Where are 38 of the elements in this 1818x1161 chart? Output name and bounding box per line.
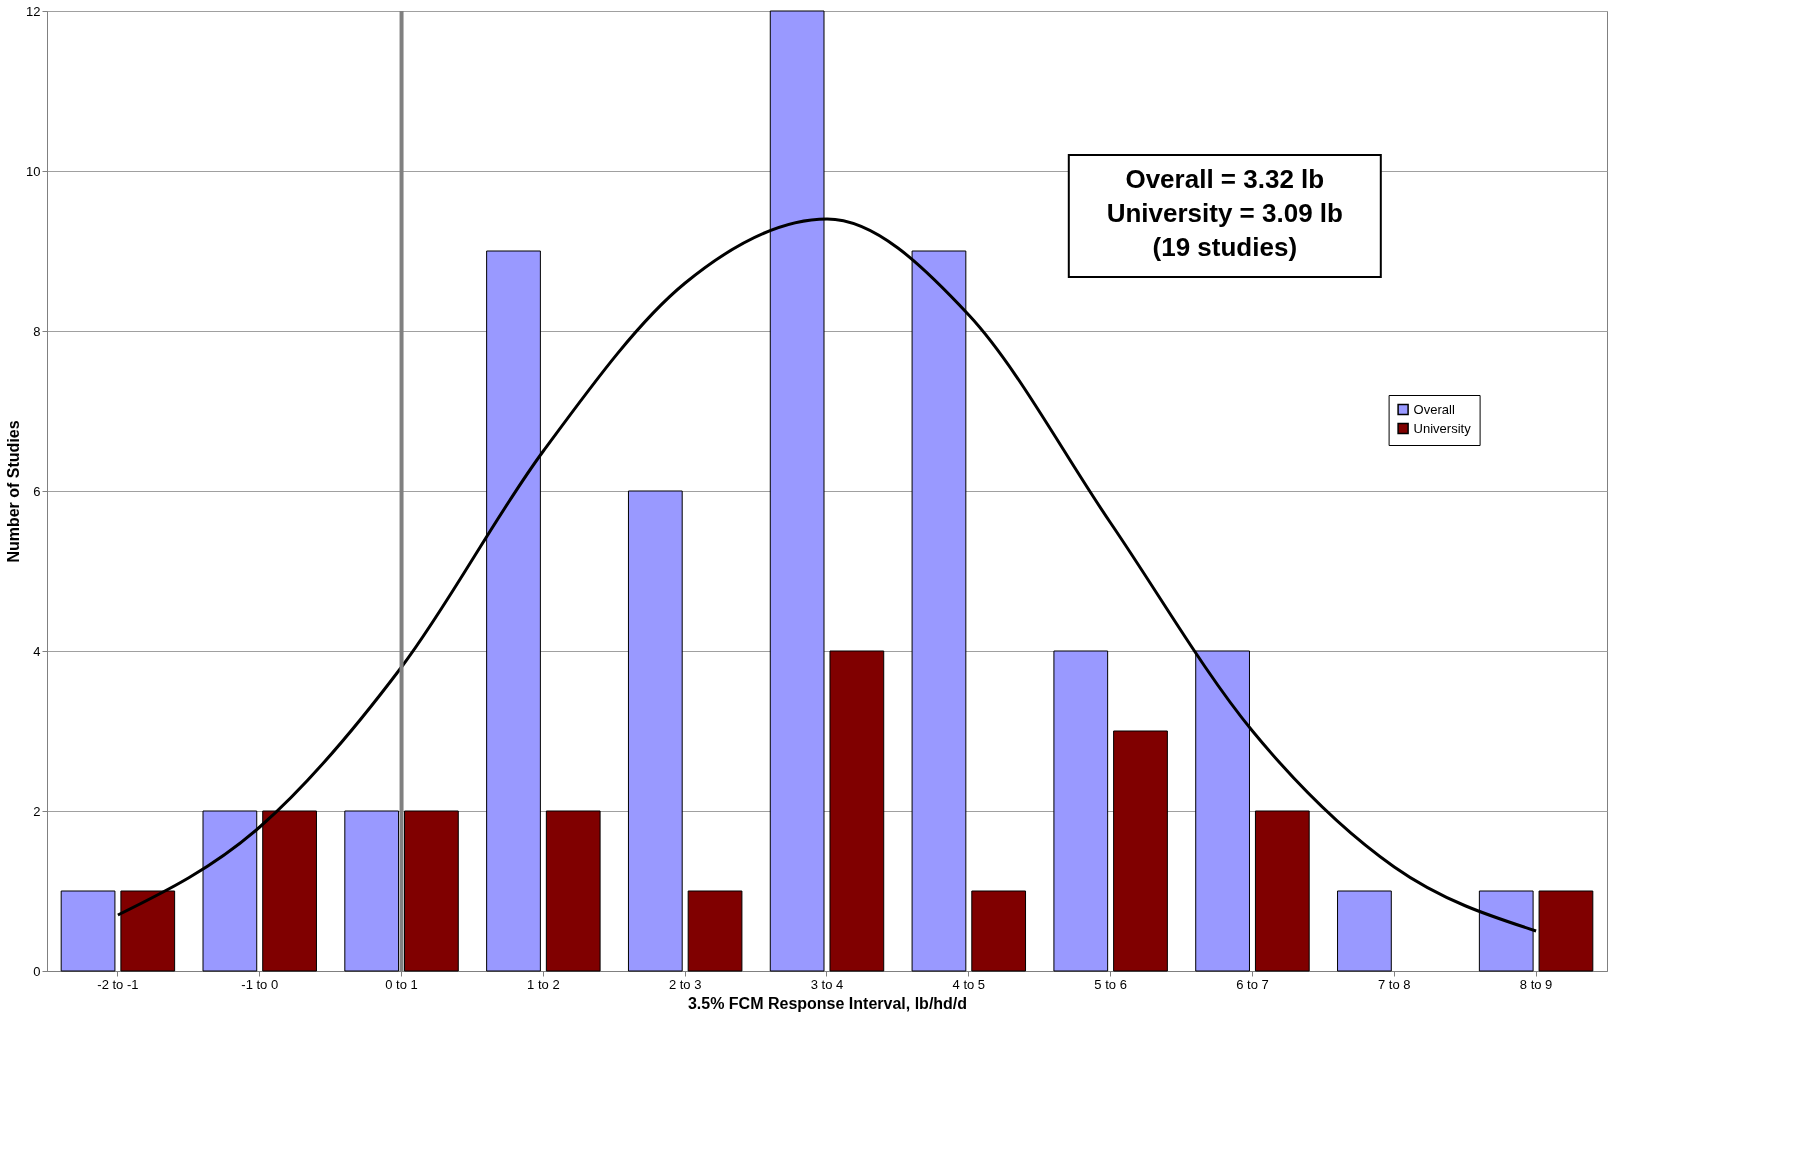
- bar: [1337, 890, 1392, 972]
- x-tick-label: 5 to 6: [1094, 976, 1127, 992]
- legend-label: University: [1413, 420, 1472, 436]
- x-tick-label: 8 to 9: [1519, 976, 1553, 992]
- x-axis-title: 3.5% FCM Response Interval, lb/hd/d: [687, 994, 968, 1012]
- y-tick-label: 2: [33, 803, 41, 819]
- bar: [687, 890, 743, 972]
- bar: [1538, 890, 1594, 972]
- bar: [971, 890, 1027, 972]
- bar: [1053, 650, 1109, 972]
- bar: [829, 650, 885, 972]
- x-tick-label: 0 to 1: [385, 976, 418, 992]
- x-tick-label: 1 to 2: [527, 976, 560, 992]
- bar: [627, 490, 683, 972]
- y-tick-label: 6: [33, 483, 41, 499]
- x-tick-label: 7 to 8: [1378, 976, 1411, 992]
- y-tick-label: 8: [33, 323, 41, 339]
- bar: [1254, 810, 1310, 972]
- y-tick-label: 4: [33, 643, 41, 659]
- x-tick-label: -1 to 0: [241, 976, 279, 992]
- x-tick-label: 2 to 3: [668, 976, 702, 992]
- bar: [344, 810, 400, 972]
- annotation: (19 studies): [1152, 232, 1298, 262]
- legend-label: Overall: [1413, 401, 1455, 417]
- x-tick-label: -2 to -1: [97, 976, 139, 992]
- annotation: University = 3.09 lb: [1106, 198, 1343, 228]
- y-tick-label: 10: [26, 163, 41, 179]
- y-tick-label: 12: [26, 3, 41, 19]
- y-axis-title: Number of Studies: [5, 420, 23, 563]
- annotation: Overall = 3.32 lb: [1125, 164, 1325, 194]
- y-tick-label: 0: [33, 963, 41, 979]
- bar: [404, 810, 459, 972]
- bar: [545, 810, 601, 972]
- x-tick-label: 6 to 7: [1236, 976, 1269, 992]
- x-tick-label: 3 to 4: [810, 976, 844, 992]
- bar: [1113, 730, 1168, 972]
- x-tick-label: 4 to 5: [952, 976, 986, 992]
- bar: [60, 890, 116, 972]
